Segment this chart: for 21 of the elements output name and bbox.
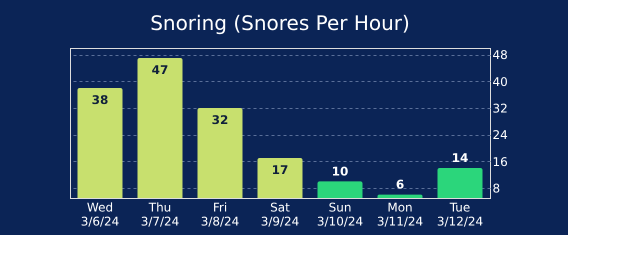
x-tick-label: Fri 3/8/24: [200, 200, 240, 228]
y-tick-label: 40: [492, 74, 508, 89]
x-tick-label: Tue 3/12/24: [436, 200, 484, 228]
y-tick-label: 48: [492, 48, 508, 62]
data-label: 10: [332, 164, 348, 178]
data-label: 17: [272, 163, 288, 177]
x-tick-label: Mon 3/11/24: [376, 200, 424, 228]
data-label: 6: [396, 178, 404, 192]
y-tick-label: 32: [492, 102, 508, 116]
y-tick-label: 16: [492, 154, 508, 169]
x-tick-label: Wed 3/6/24: [80, 200, 120, 228]
y-tick-label: 24: [492, 128, 508, 142]
data-label: 14: [452, 151, 468, 165]
chart-title: Snoring (Snores Per Hour): [150, 11, 410, 35]
data-label: 32: [212, 113, 228, 127]
x-tick-label: Thu 3/7/24: [140, 200, 180, 228]
x-tick-label: Sun 3/10/24: [316, 200, 364, 228]
y-tick-label: 8: [492, 182, 500, 196]
data-label: 47: [152, 63, 168, 77]
data-label: 38: [92, 93, 108, 107]
x-tick-label: Sat 3/9/24: [260, 200, 300, 228]
